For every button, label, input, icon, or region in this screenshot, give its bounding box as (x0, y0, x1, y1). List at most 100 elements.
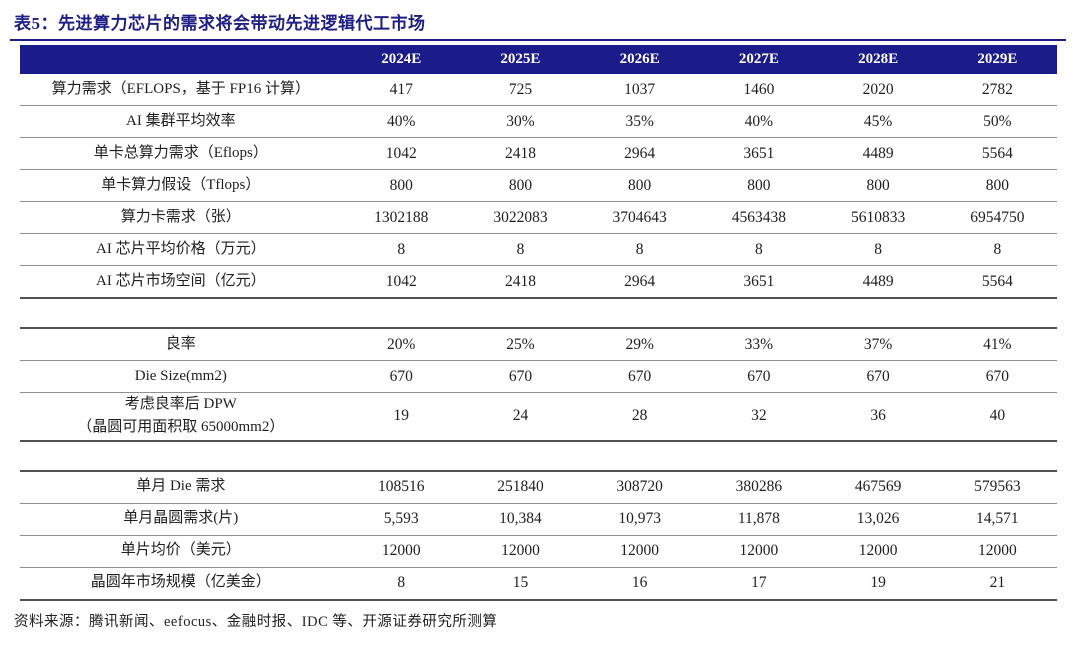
header-cell-year: 2025E (460, 45, 581, 74)
cell-value: 8 (580, 233, 700, 266)
row-label: 单片均价（美元） (20, 535, 342, 568)
cell-value: 12000 (460, 535, 581, 568)
cell-value: 1037 (580, 74, 700, 106)
cell-value: 2964 (580, 137, 700, 170)
cell-value: 251840 (460, 470, 581, 504)
cell-value: 5,593 (341, 503, 461, 536)
cell-value: 4489 (818, 137, 938, 170)
cell-value: 2964 (580, 265, 700, 299)
header-cell-year: 2024E (341, 45, 461, 74)
cell-value: 1302188 (341, 201, 461, 234)
cell-value: 6954750 (937, 201, 1057, 234)
cell-value: 3022083 (460, 201, 581, 234)
cell-value: 2020 (818, 74, 938, 106)
cell-value: 8 (699, 233, 819, 266)
cell-value: 32 (699, 392, 819, 442)
cell-value: 1042 (341, 137, 461, 170)
cell-value: 10,384 (460, 503, 581, 536)
row-label: 单卡算力假设（Tflops） (20, 169, 342, 202)
cell-value: 40% (341, 105, 461, 138)
cell-value: 417 (341, 74, 461, 106)
cell-value: 5564 (937, 137, 1057, 170)
cell-value: 8 (818, 233, 938, 266)
row-label: 晶圆年市场规模（亿美金） (20, 567, 342, 601)
cell-value: 800 (460, 169, 581, 202)
cell-value: 12000 (818, 535, 938, 568)
cell-value: 14,571 (937, 503, 1057, 536)
cell-value: 4489 (818, 265, 938, 299)
spacer-cell (20, 440, 1057, 472)
cell-value: 12000 (699, 535, 819, 568)
cell-value: 800 (818, 169, 938, 202)
table-row: 算力卡需求（张） 1302188 3022083 3704643 4563438 5610… (20, 201, 1057, 234)
table-row: AI 芯片市场空间（亿元） 1042 2418 2964 3651 4489 5564 (20, 265, 1057, 299)
cell-value: 670 (699, 360, 819, 393)
cell-value: 800 (937, 169, 1057, 202)
cell-value: 2782 (937, 74, 1057, 106)
cell-value: 1042 (341, 265, 461, 299)
table-header-row: 2024E 2025E 2026E 2027E 2028E 2029E (20, 45, 1057, 74)
row-label: AI 芯片平均价格（万元） (20, 233, 342, 266)
cell-value: 5610833 (818, 201, 938, 234)
row-label: AI 集群平均效率 (20, 105, 342, 138)
row-label: AI 芯片市场空间（亿元） (20, 265, 342, 299)
table-row: 算力需求（EFLOPS，基于 FP16 计算） 417 725 1037 1460 202… (20, 74, 1057, 106)
cell-value: 800 (341, 169, 461, 202)
cell-value: 8 (460, 233, 581, 266)
cell-value: 308720 (580, 470, 700, 504)
cell-value: 28 (580, 392, 700, 442)
cell-value: 24 (460, 392, 581, 442)
cell-value: 8 (341, 233, 461, 266)
table-row: 单卡总算力需求（Eflops） 1042 2418 2964 3651 4489 5564 (20, 137, 1057, 170)
cell-value: 467569 (818, 470, 938, 504)
cell-value: 37% (818, 328, 938, 361)
row-label: 算力卡需求（张） (20, 201, 342, 234)
cell-value: 21 (937, 567, 1057, 601)
table-row: 良率 20% 25% 29% 33% 37% 41% (20, 328, 1057, 361)
cell-value: 380286 (699, 470, 819, 504)
header-cell-year: 2027E (699, 45, 819, 74)
cell-value: 2418 (460, 265, 581, 299)
data-table: 2024E 2025E 2026E 2027E 2028E 2029E 算力需求（EFLO… (20, 45, 1057, 601)
table-row: 单月晶圆需求(片) 5,593 10,384 10,973 11,878 13,026 14… (20, 503, 1057, 536)
row-label: Die Size(mm2) (20, 360, 342, 393)
cell-value: 670 (937, 360, 1057, 393)
cell-value: 25% (460, 328, 581, 361)
table-row: 晶圆年市场规模（亿美金） 8 15 16 17 19 21 (20, 567, 1057, 601)
cell-value: 3651 (699, 265, 819, 299)
cell-value: 725 (460, 74, 581, 106)
cell-value: 29% (580, 328, 700, 361)
cell-value: 4563438 (699, 201, 819, 234)
table-row: 单片均价（美元） 12000 12000 12000 12000 12000 12000 (20, 535, 1057, 568)
cell-value: 12000 (580, 535, 700, 568)
cell-value: 108516 (341, 470, 461, 504)
cell-value: 13,026 (818, 503, 938, 536)
cell-value: 12000 (937, 535, 1057, 568)
title-divider (10, 39, 1066, 41)
row-label: 考虑良率后 DPW （晶圆可用面积取 65000mm2） (20, 392, 342, 442)
row-label: 单月晶圆需求(片) (20, 503, 342, 536)
cell-value: 800 (580, 169, 700, 202)
cell-value: 670 (818, 360, 938, 393)
cell-value: 579563 (937, 470, 1057, 504)
row-label: 单卡总算力需求（Eflops） (20, 137, 342, 170)
row-label: 良率 (20, 328, 342, 361)
spacer-cell (20, 298, 1057, 329)
cell-value: 36 (818, 392, 938, 442)
cell-value: 41% (937, 328, 1057, 361)
table-row: AI 芯片平均价格（万元） 8 8 8 8 8 8 (20, 233, 1057, 266)
table-row: AI 集群平均效率 40% 30% 35% 40% 45% 50% (20, 105, 1057, 138)
cell-value: 17 (699, 567, 819, 601)
cell-value: 33% (699, 328, 819, 361)
cell-value: 1460 (699, 74, 819, 106)
header-cell-label (20, 45, 342, 74)
cell-value: 800 (699, 169, 819, 202)
cell-value: 40 (937, 392, 1057, 442)
source-note: 资料来源：腾讯新闻、eefocus、金融时报、IDC 等、开源证券研究所测算 (14, 613, 498, 630)
spacer-row (20, 298, 1057, 329)
header-cell-year: 2028E (818, 45, 938, 74)
cell-value: 12000 (341, 535, 461, 568)
cell-value: 45% (818, 105, 938, 138)
cell-value: 670 (580, 360, 700, 393)
